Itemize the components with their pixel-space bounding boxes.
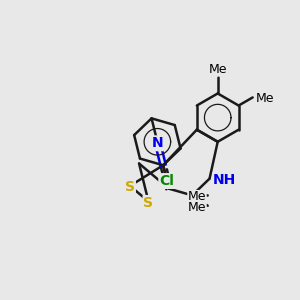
Text: S: S xyxy=(143,196,154,210)
Text: Me: Me xyxy=(256,92,274,105)
Text: Cl: Cl xyxy=(159,174,174,188)
Text: N: N xyxy=(152,136,163,150)
Text: Me: Me xyxy=(208,63,227,76)
Text: Me: Me xyxy=(188,190,206,203)
Text: Me: Me xyxy=(188,201,206,214)
Text: NH: NH xyxy=(213,173,236,187)
Text: S: S xyxy=(125,180,135,194)
